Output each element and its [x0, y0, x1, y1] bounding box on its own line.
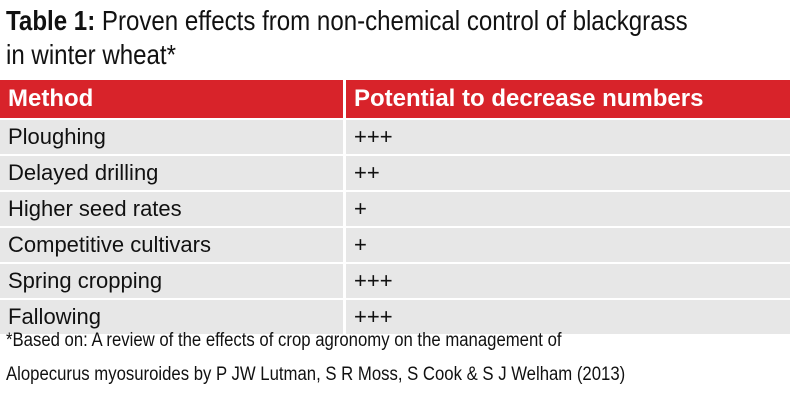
header-row: Method Potential to decrease numbers — [0, 80, 790, 119]
table-cell: Fallowing — [0, 298, 346, 334]
table-row: Ploughing +++ — [0, 118, 790, 155]
table-row: Competitive cultivars + — [0, 226, 790, 263]
title-label: Table 1: — [6, 5, 96, 36]
table-cell: Ploughing — [0, 118, 346, 155]
table-row: Delayed drilling ++ — [0, 154, 790, 191]
table-cell: Spring cropping — [0, 262, 346, 299]
table-row: Spring cropping +++ — [0, 262, 790, 299]
header-cell: Method — [0, 80, 346, 119]
title: Table 1: Proven effects from non-chemica… — [6, 4, 688, 72]
table-row: Higher seed rates + — [0, 190, 790, 227]
title-line: in winter wheat* — [6, 39, 176, 70]
table-cell: +++ — [344, 262, 790, 299]
table-row: Fallowing +++ — [0, 298, 790, 334]
table-cell: Delayed drilling — [0, 154, 346, 191]
footnote: *Based on: A review of the effects of cr… — [6, 324, 625, 392]
footnote-line: *Based on: A review of the effects of cr… — [6, 330, 562, 351]
footnote-line: Alopecurus myosuroides by P JW Lutman, S… — [6, 364, 626, 385]
table-cell: Higher seed rates — [0, 190, 346, 227]
title-line: Table 1: Proven effects from non-chemica… — [6, 4, 688, 38]
table-cell: +++ — [344, 118, 790, 155]
table-cell: ++ — [344, 154, 790, 191]
table-cell: +++ — [344, 298, 790, 334]
title-text: Proven effects from non-chemical control… — [101, 5, 688, 36]
header-cell: Potential to decrease numbers — [344, 80, 790, 119]
table-cell: + — [344, 226, 790, 263]
table-cell: + — [344, 190, 790, 227]
table: Method Potential to decrease numbers Plou… — [0, 80, 790, 334]
table-cell: Competitive cultivars — [0, 226, 346, 263]
table-body: Ploughing +++ Delayed drilling ++ Higher see… — [0, 118, 790, 334]
